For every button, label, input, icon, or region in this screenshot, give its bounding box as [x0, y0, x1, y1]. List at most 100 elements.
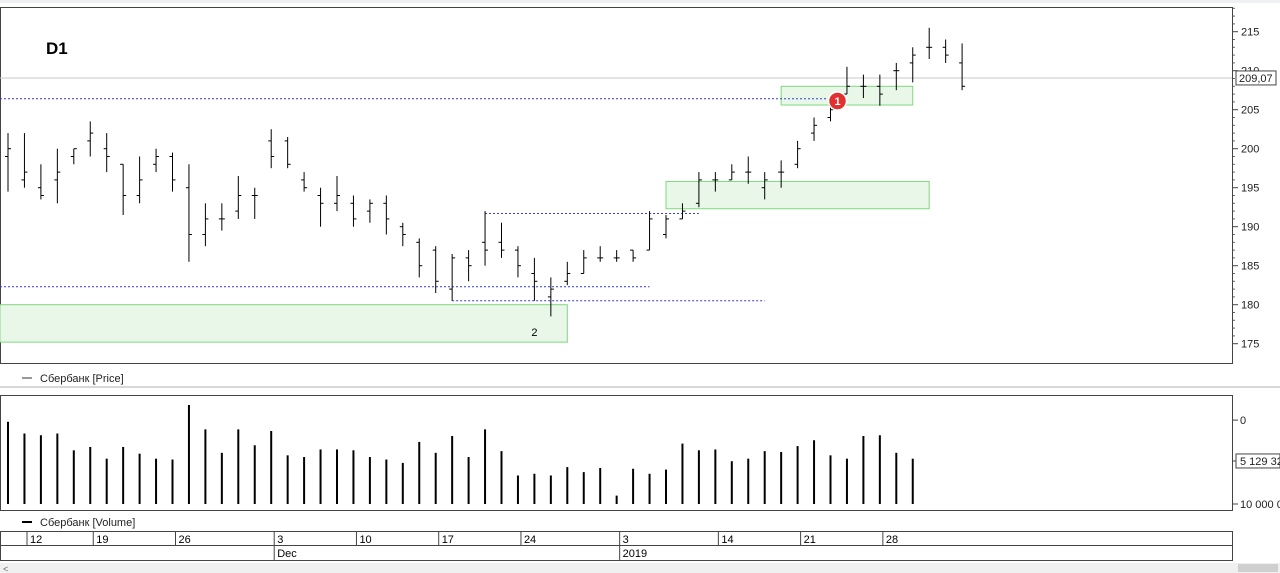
signal-marker[interactable]: 1 — [827, 91, 848, 111]
price-bar-21 — [334, 176, 340, 212]
date-ticks: 12 19 26 3 10 17 24 3 14 21 28 Dec 2019 — [26, 532, 898, 560]
price-bar-57 — [926, 27, 933, 59]
price-bar-22 — [350, 195, 357, 227]
price-bar-50 — [811, 117, 818, 141]
price-bar-27 — [432, 246, 439, 293]
price-bar-24 — [383, 195, 390, 235]
date-tick-5: 10 — [359, 534, 371, 546]
date-tick-4: 3 — [277, 534, 283, 546]
price-bar-54 — [876, 74, 883, 106]
price-bar-2 — [21, 133, 28, 188]
current-price-box: 209,07 — [1235, 70, 1277, 86]
demand-zone-2[interactable] — [665, 180, 930, 210]
price-bar-41 — [663, 215, 669, 239]
date-tick-2: 19 — [96, 534, 108, 546]
price-bar-9 — [136, 156, 143, 204]
price-bar-52 — [843, 66, 850, 95]
price-bar-59 — [959, 43, 966, 91]
price-bar-40 — [646, 211, 653, 251]
signal-marker-label: 1 — [834, 96, 840, 108]
price-bar-37 — [597, 246, 604, 262]
price-bar-5 — [70, 148, 77, 165]
price-bar-1 — [5, 133, 11, 192]
panel-separator[interactable] — [0, 386, 1280, 388]
price-bar-10 — [153, 148, 160, 173]
price-bar-35 — [564, 261, 571, 286]
price-tick-190: 190 — [1241, 222, 1259, 234]
price-bar-26 — [416, 238, 423, 278]
price-bar-8 — [120, 163, 127, 215]
price-bar-28 — [449, 254, 456, 301]
month-label-2: 2019 — [623, 548, 647, 560]
price-axis: 175180185190195200205210215 — [1233, 7, 1259, 351]
price-bar-6 — [87, 121, 94, 157]
price-bar-25 — [399, 222, 406, 247]
date-tick-1: 12 — [30, 534, 42, 546]
price-bar-4 — [54, 148, 61, 204]
date-tick-10: 21 — [804, 534, 816, 546]
price-bar-32 — [514, 246, 521, 278]
volume-axis: 10 000 0 5 129 32 0 — [1233, 415, 1280, 511]
price-bar-17 — [268, 129, 275, 169]
price-panel — [0, 7, 1233, 364]
date-tick-9: 14 — [721, 534, 733, 546]
price-tick-175: 175 — [1241, 339, 1259, 351]
price-bar-16 — [251, 187, 258, 219]
date-tick-7: 24 — [524, 534, 536, 546]
price-tick-185: 185 — [1241, 261, 1259, 273]
volume-tick-3: 0 — [1240, 415, 1246, 427]
current-price-label: 209,07 — [1239, 73, 1273, 85]
price-bar-18 — [284, 137, 291, 169]
price-legend: Сбербанк [Price] — [40, 373, 124, 385]
horizontal-scrollbar[interactable] — [0, 563, 1280, 573]
volume-legend: Сбербанк [Volume] — [40, 517, 135, 529]
scroll-left-icon[interactable]: < — [3, 564, 8, 573]
price-bar-46 — [745, 156, 752, 184]
price-bar-53 — [860, 74, 867, 98]
price-tick-215: 215 — [1241, 27, 1259, 39]
timeframe-label: D1 — [46, 39, 68, 58]
price-tick-195: 195 — [1241, 183, 1259, 195]
price-bars — [5, 27, 966, 317]
price-bar-55 — [893, 62, 900, 91]
price-bar-20 — [317, 187, 324, 227]
price-bar-31 — [498, 222, 505, 258]
price-tick-200: 200 — [1241, 144, 1259, 156]
price-tick-180: 180 — [1241, 300, 1259, 312]
price-bar-45 — [728, 164, 735, 181]
demand-zone-1[interactable] — [0, 304, 568, 343]
price-bar-30 — [482, 211, 489, 266]
price-bar-29 — [465, 250, 472, 282]
price-bar-48 — [778, 160, 785, 188]
price-bar-49 — [794, 140, 801, 169]
price-bar-58 — [942, 39, 949, 63]
price-bar-44 — [712, 172, 719, 192]
price-bar-14 — [218, 203, 225, 231]
low-marker-label: 2 — [531, 327, 537, 339]
volume-panel — [0, 395, 1233, 511]
price-bar-39 — [630, 249, 637, 262]
month-label-1: Dec — [277, 548, 297, 560]
price-bar-13 — [202, 203, 209, 247]
price-bar-3 — [37, 164, 44, 200]
price-bar-34 — [547, 277, 554, 317]
price-levels — [0, 98, 831, 302]
price-tick-205: 205 — [1241, 105, 1259, 117]
date-tick-6: 17 — [442, 534, 454, 546]
date-tick-11: 28 — [886, 534, 898, 546]
price-bar-33 — [531, 257, 538, 301]
price-bar-7 — [103, 133, 110, 173]
price-bar-23 — [366, 199, 373, 223]
price-bar-43 — [695, 172, 702, 208]
price-bar-12 — [185, 164, 192, 262]
price-bar-15 — [235, 176, 242, 219]
price-bar-19 — [301, 172, 308, 192]
volume-tick-2: 5 129 32 — [1240, 456, 1280, 468]
price-bar-47 — [761, 172, 768, 200]
price-bar-11 — [169, 152, 176, 192]
top-strip — [0, 0, 1280, 3]
price-bar-56 — [909, 47, 916, 83]
scrollbar-thumb[interactable] — [1238, 564, 1278, 572]
price-bar-38 — [613, 250, 620, 262]
